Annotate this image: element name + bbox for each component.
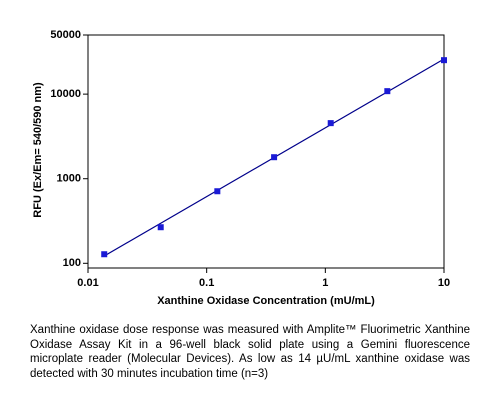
x-tick-label: 10	[438, 277, 450, 289]
y-tick-label: 1000	[57, 173, 81, 185]
data-point	[271, 154, 278, 161]
data-point	[101, 251, 108, 258]
y-tick-label: 10000	[50, 88, 81, 100]
data-point	[157, 224, 164, 231]
data-point	[441, 57, 447, 64]
chart: Xanthine Oxidase Concentration (mU/mL) R…	[32, 29, 450, 307]
y-tick-label: 100	[63, 257, 81, 269]
caption: Xanthine oxidase dose response was measu…	[30, 324, 470, 380]
data-point	[384, 88, 391, 95]
x-tick-label: 0.01	[77, 277, 98, 289]
y-tick-label: 50000	[50, 29, 81, 41]
x-tick-label: 1	[322, 277, 328, 289]
data-point	[214, 188, 221, 195]
data-point	[327, 120, 334, 127]
y-axis-label: RFU (Ex/Em= 540/590 nm)	[32, 82, 44, 218]
x-axis-label: Xanthine Oxidase Concentration (mU/mL)	[157, 295, 375, 307]
plot-frame	[87, 34, 445, 269]
x-tick-label: 0.1	[199, 277, 214, 289]
